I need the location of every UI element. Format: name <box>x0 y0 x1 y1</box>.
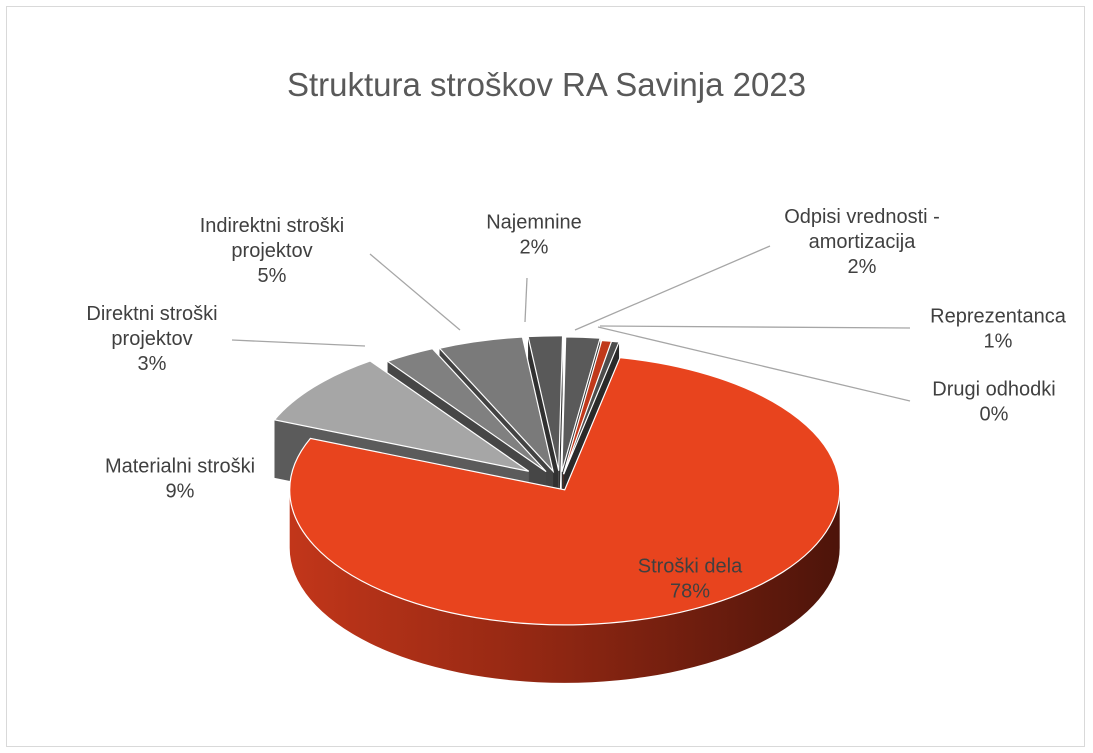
category-label-direktni-stroski-projektov: projektov <box>111 328 192 350</box>
category-label-najemnine: Najemnine <box>486 212 582 234</box>
data-label-stroski-dela: 78% <box>670 581 710 603</box>
leader-line-direktni-stroski-projektov <box>231 339 366 347</box>
leader-line-najemnine <box>524 277 528 323</box>
leader-line-indirektni-stroski-projektov <box>369 253 461 331</box>
label-drugi-odhodki: Drugi odhodki 0% <box>932 379 1055 426</box>
data-label-indirektni-stroski-projektov: 5% <box>258 265 287 287</box>
category-label-indirektni-stroski-projektov: Indirektni stroški <box>200 215 345 237</box>
category-label-materialni-stroski: Materialni stroški <box>105 456 255 478</box>
label-stroski-dela: Stroški dela 78% <box>638 556 743 603</box>
chart-title: Struktura stroškov RA Savinja 2023 <box>286 66 807 103</box>
data-label-drugi-odhodki: 0% <box>980 404 1009 426</box>
slice-side-stroski-dela <box>289 489 840 683</box>
label-reprezentanca: Reprezentanca 1% <box>930 306 1067 353</box>
label-najemnine: Najemnine 2% <box>486 212 582 259</box>
data-label-direktni-stroski-projektov: 3% <box>138 353 167 375</box>
category-label-reprezentanca: Reprezentanca <box>930 306 1067 328</box>
label-odpisi-vrednosti-amortizacija: Odpisi vrednosti - amortizacija 2% <box>784 206 940 278</box>
slice-indirektni-stroski-projektov <box>438 336 555 474</box>
category-label-direktni-stroski-projektov: Direktni stroški <box>86 303 217 325</box>
data-label-najemnine: 2% <box>520 237 549 259</box>
label-materialni-stroski: Materialni stroški 9% <box>105 456 255 503</box>
leader-line-drugi-odhodki <box>597 326 911 402</box>
label-direktni-stroski-projektov: Direktni stroški projektov 3% <box>86 303 217 375</box>
slice-najemnine <box>527 335 564 471</box>
slice-labels: Stroški dela 78% Materialni stroški 9% Direk… <box>86 206 1066 603</box>
slice-odpisi-vrednosti-amortizacija <box>561 336 601 473</box>
category-label-odpisi-vrednosti-amortizacija: amortizacija <box>809 231 917 253</box>
data-label-odpisi-vrednosti-amortizacija: 2% <box>848 256 877 278</box>
slice-tops <box>273 335 841 626</box>
slice-stroski-dela <box>289 356 841 626</box>
slice-direktni-stroski-projektov <box>386 348 547 473</box>
category-label-indirektni-stroski-projektov: projektov <box>231 240 312 262</box>
data-label-reprezentanca: 1% <box>984 331 1013 353</box>
slice-drugi-odhodki <box>563 340 620 475</box>
slice-materialni-stroski <box>273 360 530 472</box>
category-label-odpisi-vrednosti-amortizacija: Odpisi vrednosti - <box>784 206 940 228</box>
leader-line-odpisi-vrednosti-amortizacija <box>574 245 771 331</box>
leader-line-reprezentanca <box>599 325 911 329</box>
category-label-drugi-odhodki: Drugi odhodki <box>932 379 1055 401</box>
category-label-stroski-dela: Stroški dela <box>638 556 743 578</box>
label-indirektni-stroski-projektov: Indirektni stroški projektov 5% <box>200 215 345 287</box>
leader-lines <box>231 245 911 402</box>
data-label-materialni-stroski: 9% <box>166 481 195 503</box>
